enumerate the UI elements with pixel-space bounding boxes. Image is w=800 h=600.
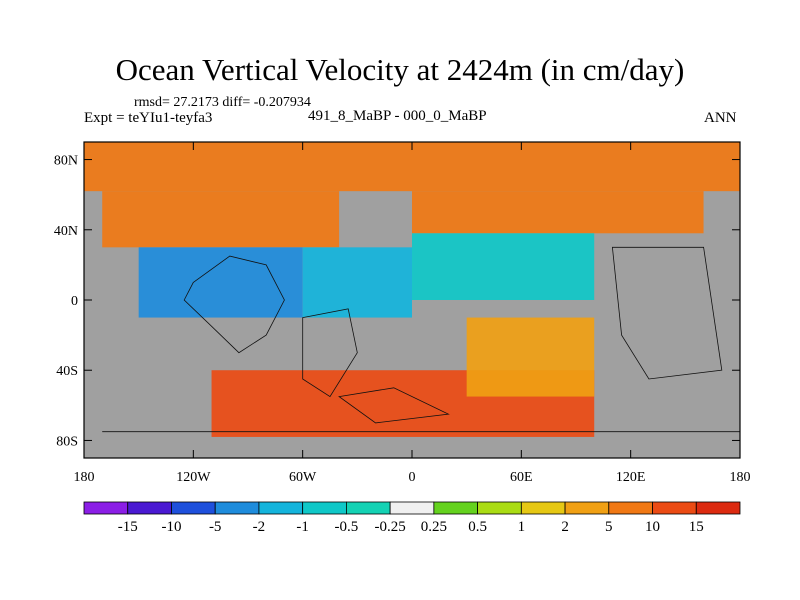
colorbar-label: -0.25 (375, 519, 406, 535)
colorbar-label: -0.5 (335, 519, 359, 535)
colorbar-swatch (302, 501, 347, 515)
continent-outlines (102, 246, 740, 433)
season-label: ANN (704, 110, 737, 126)
colorbar-label: 10 (645, 519, 660, 535)
x-tick-label: 120W (176, 470, 211, 485)
x-tick-label: 0 (409, 470, 416, 485)
ocean-field (84, 142, 740, 437)
colorbar-swatch (652, 501, 697, 515)
chart-title: Ocean Vertical Velocity at 2424m (in cm/… (115, 52, 685, 87)
x-tick-label: 180 (74, 470, 95, 485)
x-tick-label: 60E (510, 470, 533, 485)
colorbar-label: -1 (296, 519, 309, 535)
colorbar-label: 2 (561, 519, 569, 535)
continent-outline-1 (302, 308, 358, 398)
y-tick-label: 80S (56, 434, 78, 449)
colorbar-label: 5 (605, 519, 613, 535)
ocean-region-3 (138, 247, 303, 318)
y-tick-label: 40N (54, 224, 78, 239)
ocean-region-1 (412, 191, 704, 234)
ocean-region-5 (412, 233, 595, 300)
ocean-region-7 (466, 317, 595, 397)
colorbar-swatch (389, 501, 435, 515)
y-tick-label: 0 (71, 294, 78, 309)
y-tick-label: 80N (54, 154, 78, 169)
x-tick-label: 120E (616, 470, 646, 485)
colorbar-swatch (608, 501, 653, 515)
ocean-region-4 (302, 247, 412, 318)
colorbar: -15 -10 -5 -2 -1 -0.5 -0.25 0.25 0.5 1 2 5 10 15 (83, 501, 741, 535)
colorbar-label: -10 (161, 519, 181, 535)
colorbar-swatch (214, 501, 260, 515)
colorbar-swatch (345, 501, 391, 515)
continent-outline-0 (183, 255, 285, 354)
ocean-region-2 (102, 191, 340, 248)
colorbar-swatch (258, 501, 304, 515)
x-tick-label: 180 (730, 470, 751, 485)
continent-outline-2 (611, 246, 723, 380)
colorbar-swatch (520, 501, 566, 515)
x-tick-label: 60W (289, 470, 317, 485)
y-tick-label: 40S (56, 364, 78, 379)
colorbar-swatch (171, 501, 216, 515)
colorbar-swatch (695, 501, 741, 515)
colorbar-swatch (83, 501, 129, 515)
colorbar-swatch (564, 501, 610, 515)
colorbar-label: -5 (209, 519, 222, 535)
experiment-label: Expt = teYIu1-teyfa3 (84, 110, 213, 126)
period-label: 491_8_MaBP - 000_0_MaBP (308, 108, 487, 124)
colorbar-swatch (127, 501, 172, 515)
colorbar-label: -2 (253, 519, 266, 535)
stats-label: rmsd= 27.2173 diff= -0.207934 (134, 95, 311, 110)
colorbar-label: 1 (518, 519, 526, 535)
colorbar-label: 0.5 (468, 519, 487, 535)
colorbar-label: -15 (118, 519, 138, 535)
colorbar-label: 15 (689, 519, 704, 535)
continent-outline-3 (338, 387, 450, 424)
colorbar-swatch (433, 501, 479, 515)
ocean-region-0 (84, 142, 740, 192)
colorbar-swatch (477, 501, 522, 515)
colorbar-label: 0.25 (421, 519, 447, 535)
